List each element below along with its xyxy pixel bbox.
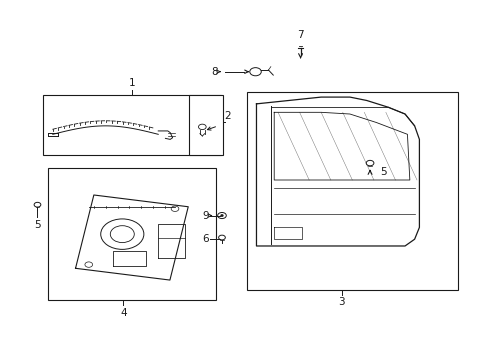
- Text: 5: 5: [34, 220, 41, 230]
- Text: 2: 2: [224, 112, 230, 121]
- Circle shape: [221, 215, 223, 216]
- Text: 9: 9: [202, 211, 208, 221]
- Text: 1: 1: [128, 78, 135, 88]
- Bar: [189, 95, 223, 155]
- Text: 5: 5: [380, 167, 386, 176]
- Text: 3: 3: [338, 297, 345, 307]
- Bar: [48, 168, 215, 300]
- Text: 7: 7: [297, 30, 303, 40]
- Text: 6: 6: [202, 234, 208, 244]
- Text: 4: 4: [120, 307, 126, 318]
- Text: 8: 8: [211, 67, 218, 77]
- Bar: [246, 92, 457, 290]
- Bar: [43, 95, 220, 155]
